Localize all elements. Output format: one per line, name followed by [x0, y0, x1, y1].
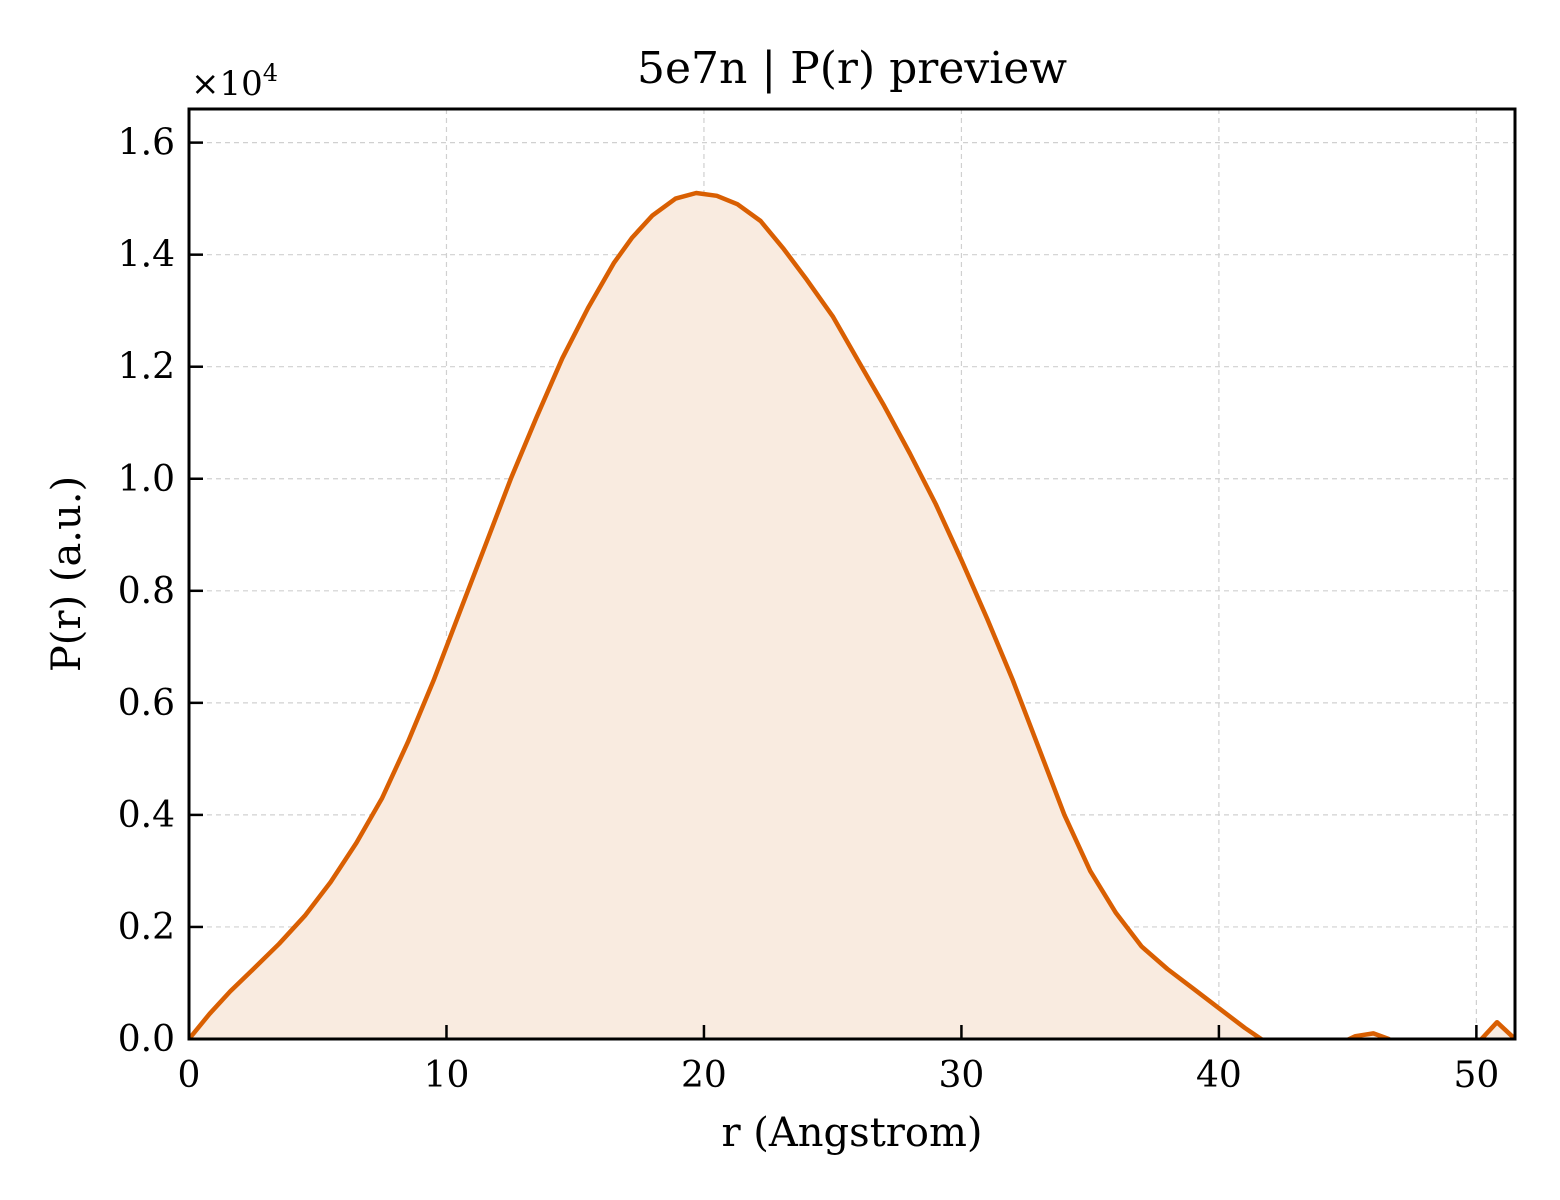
x-tick-label: 20 — [681, 1055, 727, 1096]
y-tick-label: 0.2 — [118, 907, 175, 948]
x-axis-label: r (Angstrom) — [721, 1110, 982, 1156]
x-tick-label: 30 — [939, 1055, 985, 1096]
x-tick-label: 40 — [1196, 1055, 1242, 1096]
area-fill — [189, 193, 1515, 1039]
series-line — [189, 190, 1515, 1039]
x-axis-ticks: 0 10 20 30 40 50 — [178, 1025, 1499, 1096]
y-tick-label: 0.4 — [118, 795, 175, 836]
y-tick-label: 1.0 — [118, 459, 175, 500]
y-axis-ticks: 0.0 0.2 0.4 0.6 0.8 1.0 1.2 1.4 1.6 — [118, 123, 203, 1060]
x-tick-label: 10 — [424, 1055, 470, 1096]
y-axis-label: P(r) (a.u.) — [44, 476, 90, 672]
plot-frame — [187, 107, 1517, 1041]
y-tick-label: 0.0 — [118, 1019, 175, 1060]
y-tick-label: 0.6 — [118, 683, 175, 724]
y-tick-label: 1.6 — [118, 123, 175, 164]
y-tick-label: 0.8 — [118, 571, 175, 612]
chart-title: 5e7n | P(r) preview — [637, 43, 1067, 94]
y-tick-label: 1.2 — [118, 347, 175, 388]
x-tick-label: 0 — [178, 1055, 201, 1096]
x-tick-label: 50 — [1453, 1055, 1499, 1096]
y-tick-label: 1.4 — [118, 235, 175, 276]
y-multiplier: ×104 — [191, 59, 278, 104]
